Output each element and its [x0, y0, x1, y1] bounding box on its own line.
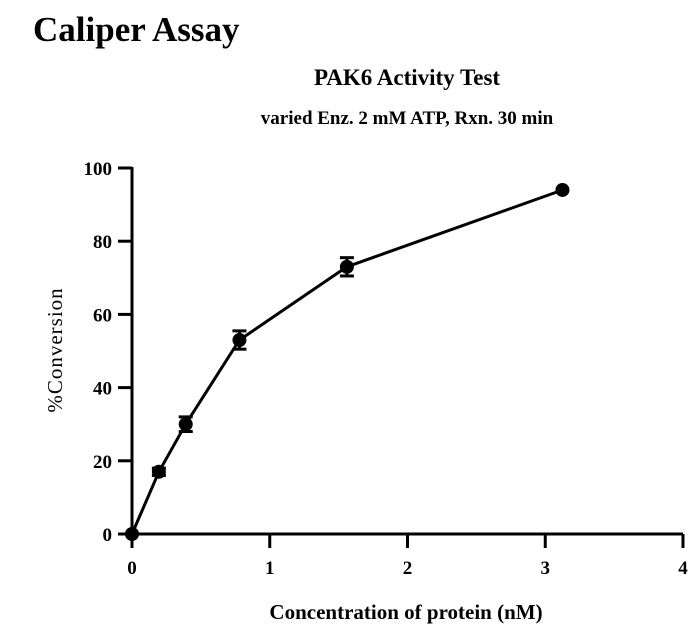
- y-axis-label: %Conversion: [43, 287, 67, 412]
- chart-subtitle: varied Enz. 2 mM ATP, Rxn. 30 min: [261, 108, 554, 129]
- y-tick-label: 100: [84, 159, 113, 180]
- y-tick-label: 80: [93, 232, 112, 253]
- y-tick-label: 20: [93, 452, 112, 473]
- x-tick-label: 4: [678, 558, 688, 579]
- data-point: [555, 182, 570, 197]
- x-tick-label: 0: [127, 558, 137, 579]
- x-axis-label: Concentration of protein (nM): [269, 600, 542, 624]
- x-tick-label: 1: [265, 558, 275, 579]
- data-point: [151, 464, 166, 479]
- x-tick-label: 3: [541, 558, 551, 579]
- data-point: [232, 333, 247, 348]
- chart-axes: 0 20 40 60 80 100 0 1 2 3 4: [84, 159, 689, 579]
- chart-plot-area: [125, 182, 570, 541]
- y-tick-label: 60: [93, 305, 112, 326]
- y-tick-label: 0: [103, 525, 113, 546]
- chart-title: PAK6 Activity Test: [314, 65, 500, 90]
- series-line: [130, 188, 564, 535]
- y-tick-label: 40: [93, 379, 112, 400]
- page-heading: Caliper Assay: [33, 10, 240, 49]
- data-point: [178, 417, 193, 432]
- x-tick-label: 2: [403, 558, 413, 579]
- data-point: [125, 527, 139, 541]
- data-point: [339, 259, 354, 274]
